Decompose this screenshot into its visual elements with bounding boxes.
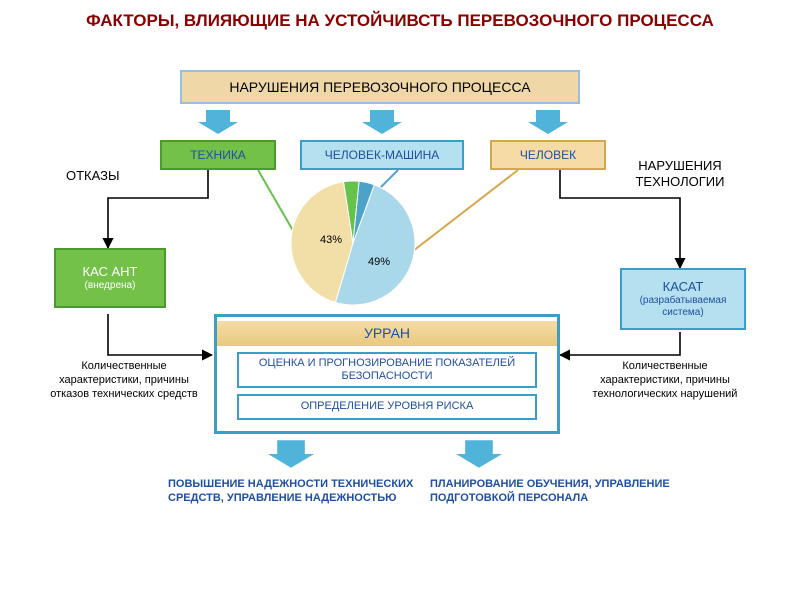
box-violations-label: НАРУШЕНИЯ ПЕРЕВОЗОЧНОГО ПРОЦЕССА xyxy=(229,79,530,96)
arrow-to-human-machine xyxy=(362,110,402,134)
box-kas-ant-label: КАС АНТ xyxy=(83,264,138,280)
box-risk: ОПРЕДЕЛЕНИЕ УРОВНЯ РИСКА xyxy=(237,394,537,420)
box-kasat-sub: (разрабатываемая система) xyxy=(622,295,744,319)
box-urran-title: УРРАН xyxy=(217,321,557,346)
box-human-machine: ЧЕЛОВЕК-МАШИНА xyxy=(300,140,464,170)
box-human-machine-label: ЧЕЛОВЕК-МАШИНА xyxy=(325,148,440,162)
bottom-left-label: ПОВЫШЕНИЕ НАДЕЖНОСТИ ТЕХНИЧЕСКИХ СРЕДСТВ… xyxy=(168,478,418,506)
bottom-right-label: ПЛАНИРОВАНИЕ ОБУЧЕНИЯ, УПРАВЛЕНИЕ ПОДГОТ… xyxy=(430,478,680,506)
box-kasat-label: КАСАТ xyxy=(663,279,704,295)
box-technique-label: ТЕХНИКА xyxy=(190,148,246,162)
desc-left: Количественные характеристики, причины о… xyxy=(44,360,204,401)
box-technique: ТЕХНИКА xyxy=(160,140,276,170)
pie-label-43: 43% xyxy=(320,234,342,246)
arrow-bottom-right xyxy=(456,440,502,468)
arrow-to-human xyxy=(528,110,568,134)
arrow-bottom-left xyxy=(268,440,314,468)
box-urran: УРРАН ОЦЕНКА И ПРОГНОЗИРОВАНИЕ ПОКАЗАТЕЛ… xyxy=(214,314,560,434)
box-kasat: КАСАТ (разрабатываемая система) xyxy=(620,268,746,330)
box-eval: ОЦЕНКА И ПРОГНОЗИРОВАНИЕ ПОКАЗАТЕЛЕЙ БЕЗ… xyxy=(237,352,537,388)
page-title: ФАКТОРЫ, ВЛИЯЮЩИЕ НА УСТОЙЧИВСТЬ ПЕРЕВОЗ… xyxy=(0,0,800,37)
box-human-label: ЧЕЛОВЕК xyxy=(520,148,576,162)
box-violations: НАРУШЕНИЯ ПЕРЕВОЗОЧНОГО ПРОЦЕССА xyxy=(180,70,580,104)
box-risk-label: ОПРЕДЕЛЕНИЕ УРОВНЯ РИСКА xyxy=(301,400,474,413)
pie-label-49: 49% xyxy=(368,256,390,268)
desc-right: Количественные характеристики, причины т… xyxy=(580,360,750,401)
arrow-to-technique xyxy=(198,110,238,134)
box-kas-ant: КАС АНТ (внедрена) xyxy=(54,248,166,308)
label-failures: ОТКАЗЫ xyxy=(66,168,120,184)
label-tech-violations: НАРУШЕНИЯ ТЕХНОЛОГИИ xyxy=(620,158,740,189)
box-eval-label: ОЦЕНКА И ПРОГНОЗИРОВАНИЕ ПОКАЗАТЕЛЕЙ БЕЗ… xyxy=(245,357,529,383)
pie-chart xyxy=(288,178,418,308)
box-human: ЧЕЛОВЕК xyxy=(490,140,606,170)
box-kas-ant-sub: (внедрена) xyxy=(85,280,136,292)
